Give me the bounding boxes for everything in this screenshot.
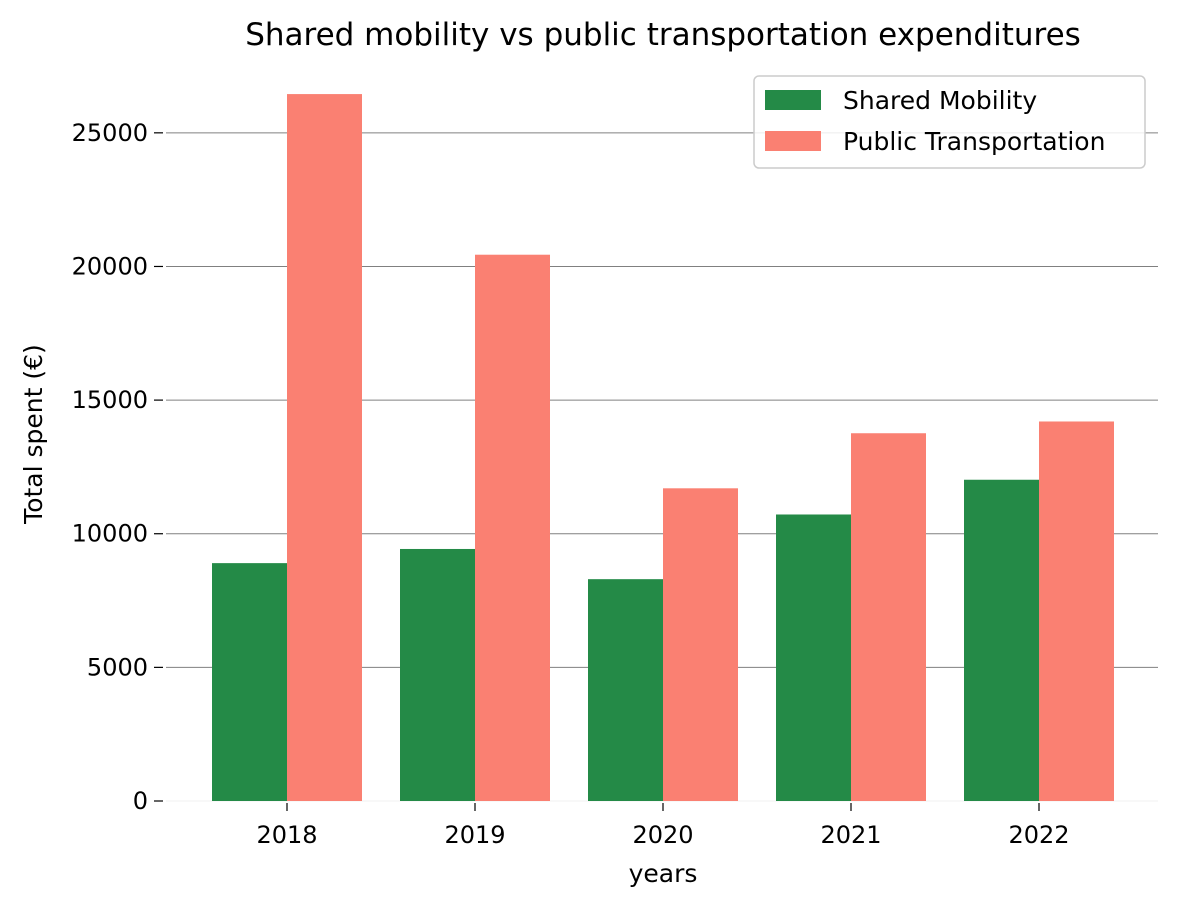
legend-swatch <box>765 131 821 151</box>
y-axis-label: Total spent (€) <box>19 344 48 525</box>
x-tick-label: 2018 <box>256 821 317 849</box>
bar-shared-mobility <box>588 579 663 801</box>
x-tick-label: 2019 <box>444 821 505 849</box>
y-axis-ticks: 0 5000 10000 15000 20000 25000 <box>72 119 163 815</box>
y-tick-label: 15000 <box>72 386 148 414</box>
chart-title: Shared mobility vs public transportation… <box>245 17 1081 53</box>
bar-shared-mobility <box>964 479 1039 801</box>
y-tick-label: 0 <box>133 787 148 815</box>
x-axis-label: years <box>629 859 698 888</box>
bar-public-transportation <box>287 94 362 801</box>
bar-shared-mobility <box>212 563 287 801</box>
bar-shared-mobility <box>776 514 851 801</box>
y-tick-label: 5000 <box>87 653 148 681</box>
legend-swatch <box>765 90 821 110</box>
x-tick-label: 2021 <box>820 821 881 849</box>
bar-public-transportation <box>1039 421 1114 801</box>
bar-public-transportation <box>851 433 926 801</box>
legend-label: Shared Mobility <box>843 86 1037 115</box>
bar-shared-mobility <box>400 548 475 801</box>
bar-public-transportation <box>475 254 550 802</box>
bars <box>212 94 1114 802</box>
y-tick-label: 25000 <box>72 119 148 147</box>
legend-label: Public Transportation <box>843 127 1105 156</box>
x-tick-label: 2022 <box>1008 821 1069 849</box>
legend-box <box>753 75 1146 169</box>
x-tick-label: 2020 <box>632 821 693 849</box>
x-axis-ticks: 2018 2019 2020 2021 2022 <box>256 803 1070 849</box>
bar-public-transportation <box>663 488 738 801</box>
legend: Shared Mobility Public Transportation <box>753 75 1146 169</box>
y-tick-label: 10000 <box>72 520 148 548</box>
y-tick-label: 20000 <box>72 252 148 280</box>
